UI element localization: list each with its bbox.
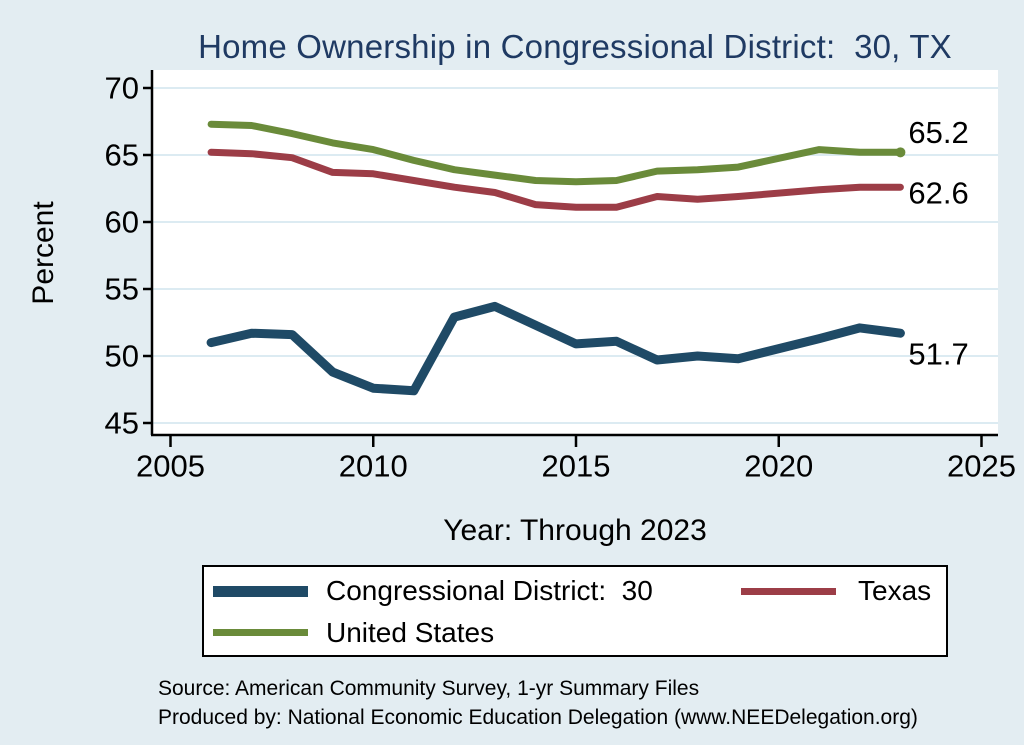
legend: Congressional District: 30 Texas United … bbox=[202, 565, 948, 657]
produced-by-line: Produced by: National Economic Education… bbox=[158, 706, 918, 729]
source-line: Source: American Community Survey, 1-yr … bbox=[158, 677, 700, 700]
source-note: Source: American Community Survey, 1-yr … bbox=[158, 674, 918, 732]
legend-label-texas: Texas bbox=[858, 575, 932, 606]
y-tick-label-45: 45 bbox=[105, 406, 139, 441]
series-line-congressional-district-30 bbox=[206, 301, 905, 396]
series-line-texas bbox=[207, 148, 904, 211]
x-tick-label-2020: 2020 bbox=[744, 449, 813, 484]
end-value-label-congressional-district-30: 51.7 bbox=[908, 337, 968, 372]
plot-background bbox=[153, 70, 998, 435]
legend-swatch-congressional-district-30 bbox=[213, 586, 308, 597]
legend-label-united-states: United States bbox=[326, 617, 495, 648]
legend-swatch-texas bbox=[741, 588, 836, 595]
y-tick-label-60: 60 bbox=[105, 205, 139, 240]
legend-label-congressional-district-30: Congressional District: 30 bbox=[326, 575, 653, 606]
legend-swatch-united-states bbox=[213, 629, 308, 636]
series-end-dot-united-states bbox=[895, 147, 906, 158]
x-tick-label-2010: 2010 bbox=[339, 449, 408, 484]
x-tick-label-2015: 2015 bbox=[542, 449, 611, 484]
x-axis-title: Year: Through 2023 bbox=[443, 514, 707, 547]
series-line-united-states bbox=[207, 120, 904, 186]
y-tick-label-50: 50 bbox=[105, 339, 139, 374]
y-tick-label-55: 55 bbox=[105, 272, 139, 307]
chart-title: Home Ownership in Congressional District… bbox=[198, 28, 952, 65]
x-tick-label-2025: 2025 bbox=[947, 449, 1016, 484]
end-value-label-united-states: 65.2 bbox=[908, 115, 968, 150]
y-tick-label-70: 70 bbox=[105, 71, 139, 106]
end-value-label-texas: 62.6 bbox=[908, 176, 968, 211]
x-tick-label-2005: 2005 bbox=[136, 449, 205, 484]
y-tick-label-65: 65 bbox=[105, 138, 139, 173]
